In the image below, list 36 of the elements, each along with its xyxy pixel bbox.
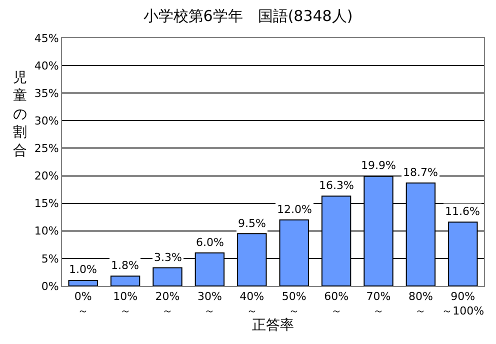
data-label: 1.0%	[69, 263, 97, 276]
y-tick-label: 30%	[34, 114, 59, 128]
bar	[152, 267, 182, 286]
data-label: 12.0%	[277, 203, 312, 216]
bar	[68, 280, 98, 286]
x-tick-label: 0% ～	[74, 290, 92, 318]
y-axis-title: 児童の割合	[13, 70, 27, 159]
x-axis-title: 正答率	[252, 318, 294, 334]
x-tick-label: 30% ～	[197, 290, 222, 318]
data-label: 9.5%	[238, 217, 266, 230]
x-tick-label: 20% ～	[155, 290, 180, 318]
x-tick-label: 60% ～	[324, 290, 349, 318]
data-label: 18.7%	[403, 166, 438, 179]
y-tick-label: 0%	[41, 280, 59, 293]
y-tick-label: 45%	[34, 32, 59, 45]
x-tick-label: 70% ～	[366, 290, 391, 318]
x-tick-label: 90% ～100%	[442, 290, 484, 318]
data-label: 1.8%	[111, 259, 139, 272]
y-tick-label: 25%	[34, 142, 59, 156]
y-tick-label: 20%	[34, 170, 59, 183]
data-label: 6.0%	[196, 236, 224, 249]
y-tick-label: 35%	[34, 86, 59, 100]
data-label: 16.3%	[319, 179, 354, 192]
chart-title: 小学校第6学年 国語(8348人)	[143, 6, 353, 25]
bar	[110, 276, 140, 286]
y-tick-label: 10%	[34, 224, 59, 238]
x-tick-label: 40% ～	[240, 290, 264, 318]
y-tick-label: 40%	[34, 59, 59, 72]
x-tick-label: 80% ～	[408, 290, 433, 318]
x-tick-label: 50% ～	[282, 290, 306, 318]
x-tick-label: 10% ～	[113, 290, 138, 318]
data-label: 11.6%	[445, 205, 480, 218]
data-label: 19.9%	[361, 159, 396, 172]
y-tick-label: 15%	[34, 197, 59, 210]
data-label: 3.3%	[154, 251, 182, 264]
y-tick-label: 5%	[41, 252, 59, 266]
